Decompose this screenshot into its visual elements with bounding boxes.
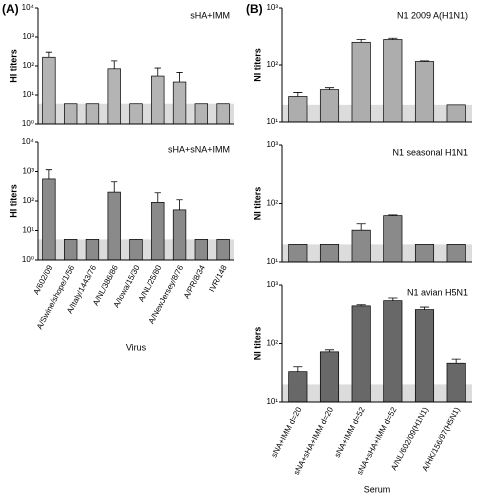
bar	[107, 68, 121, 125]
error-bar	[293, 366, 303, 372]
chart-title: sHA+IMM	[190, 10, 230, 20]
y-tick-label: 10¹	[266, 257, 278, 266]
bar	[414, 309, 435, 403]
bar	[414, 61, 435, 123]
bar	[194, 103, 208, 125]
y-tick-label: 10³	[22, 167, 34, 176]
bar	[172, 81, 187, 125]
limit-band	[282, 104, 472, 122]
error-bar	[176, 199, 183, 210]
error-bar	[419, 60, 430, 62]
y-axis-title: NI titers	[252, 48, 262, 82]
y-tick-label: 10²	[266, 199, 278, 208]
error-bar	[419, 306, 430, 310]
bar	[288, 96, 308, 123]
bar	[172, 209, 187, 261]
bar	[288, 244, 308, 263]
panel-label: (B)	[246, 2, 263, 16]
y-axis-title: NI titers	[252, 187, 262, 221]
bar	[151, 75, 165, 125]
bar	[446, 104, 466, 123]
y-tick-label: 10²	[266, 339, 278, 348]
chart-title: sHA+sNA+IMM	[168, 144, 230, 154]
bar	[351, 229, 371, 263]
bar	[129, 103, 143, 125]
bar	[107, 191, 121, 261]
bar	[383, 300, 403, 403]
bar	[85, 239, 100, 261]
bar	[288, 371, 308, 403]
bar	[351, 305, 371, 403]
error-bar	[293, 92, 303, 97]
bar	[319, 351, 340, 403]
y-tick-label: 10³	[266, 280, 278, 289]
error-bar	[324, 87, 335, 90]
bar	[446, 362, 466, 403]
error-bar	[111, 181, 118, 193]
bar	[129, 239, 143, 261]
bar	[216, 239, 230, 261]
limit-band	[282, 244, 472, 262]
error-bar	[356, 304, 366, 306]
error-bar	[388, 297, 398, 301]
y-tick-label: 10⁴	[22, 3, 35, 12]
x-tick-label: A/602/09	[32, 263, 55, 296]
bar	[446, 244, 466, 263]
y-axis-title: HI titers	[8, 184, 18, 218]
y-axis-title: HI titers	[8, 49, 18, 83]
y-tick-label: 10¹	[22, 226, 34, 235]
bar	[85, 103, 100, 125]
y-tick-label: 10⁰	[22, 119, 34, 128]
bar	[319, 244, 340, 263]
y-tick-label: 10¹	[266, 397, 278, 406]
error-bar	[324, 349, 335, 352]
bar	[42, 178, 56, 261]
x-tick-label: IVR/148	[207, 263, 229, 293]
y-tick-label: 10³	[266, 3, 278, 12]
y-tick-label: 10¹	[266, 117, 278, 126]
y-tick-label: 10¹	[22, 90, 34, 99]
chart-title: N1 2009 A(H1N1)	[397, 10, 468, 20]
panel-label: (A)	[2, 2, 19, 16]
error-bar	[111, 60, 118, 69]
y-tick-label: 10²	[22, 61, 34, 70]
x-tick-label: sNA+IMM d=20	[269, 405, 303, 459]
bar	[64, 103, 78, 125]
y-tick-label: 10²	[22, 196, 34, 205]
y-tick-label: 10⁰	[22, 255, 34, 264]
bar	[414, 244, 435, 263]
bar	[194, 239, 208, 261]
bar	[216, 103, 230, 125]
y-tick-label: 10³	[266, 140, 278, 149]
y-tick-label: 10²	[266, 60, 278, 69]
chart-title: N1 seasonal H1N1	[392, 147, 468, 157]
x-tick-label: sNA+IMM d=52	[333, 405, 367, 459]
error-bar	[45, 169, 53, 179]
x-axis-title: Serum	[364, 484, 391, 494]
bar	[351, 41, 371, 123]
error-bar	[356, 223, 366, 231]
chart-title: N1 avian H5N1	[407, 287, 468, 297]
error-bar	[356, 39, 366, 43]
limit-band	[282, 384, 472, 402]
error-bar	[45, 51, 53, 58]
bar	[42, 56, 56, 125]
bar	[383, 39, 403, 123]
error-bar	[154, 67, 161, 77]
x-axis-title: Virus	[126, 342, 147, 352]
y-axis-title: NI titers	[252, 327, 262, 361]
bar	[383, 215, 403, 263]
x-tick-label: A/PR/8/34	[182, 263, 207, 300]
error-bar	[176, 72, 183, 83]
error-bar	[388, 214, 398, 216]
error-bar	[451, 358, 461, 364]
bar	[64, 239, 78, 261]
bar	[319, 89, 340, 123]
y-tick-label: 10⁴	[22, 137, 35, 146]
y-tick-label: 10³	[22, 32, 34, 41]
error-bar	[388, 37, 398, 40]
bar	[151, 201, 165, 261]
error-bar	[154, 192, 161, 203]
